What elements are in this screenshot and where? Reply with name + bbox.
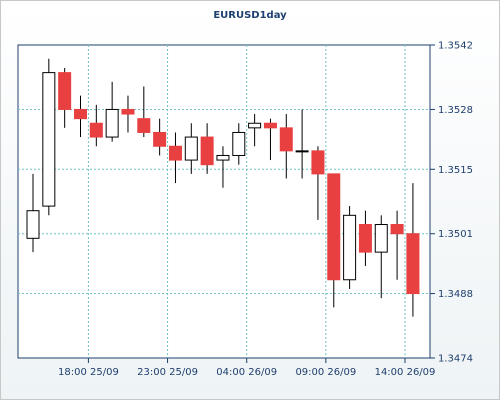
candle — [406, 183, 420, 317]
x-tick-label: 18:00 25/09 — [58, 367, 119, 378]
x-tick-label: 14:00 26/09 — [375, 367, 436, 378]
candle-body-bear — [73, 108, 87, 120]
candle — [153, 118, 167, 156]
candle — [89, 104, 103, 147]
y-tick-label: 1.3515 — [438, 165, 473, 176]
x-tick-label: 04:00 26/09 — [216, 367, 277, 378]
candle-body-bear — [168, 145, 182, 161]
candle — [358, 210, 372, 266]
chart-title: EURUSD1day — [213, 10, 287, 21]
candle — [327, 173, 341, 308]
candle-body-bull — [343, 214, 357, 281]
candle — [137, 86, 151, 138]
candle-body-bear — [311, 150, 325, 175]
candle — [216, 146, 230, 188]
candle — [248, 114, 262, 147]
candle-body-bull — [248, 122, 262, 129]
candle-body-bull — [232, 131, 246, 156]
candle-body-bear — [121, 108, 135, 115]
y-tick-label: 1.3488 — [438, 289, 473, 300]
candle-body-bear — [89, 122, 103, 138]
candle-body-bear — [263, 122, 277, 129]
y-tick-label: 1.3542 — [438, 41, 473, 52]
x-axis: 18:00 25/09 23:00 25/09 04:00 26/09 09:00 2… — [58, 358, 435, 378]
candle-body-bull — [295, 150, 309, 153]
plot-area — [17, 44, 431, 359]
y-tick-label: 1.3528 — [438, 105, 473, 116]
candle-body-bear — [58, 72, 72, 110]
candle — [374, 215, 388, 299]
candle — [121, 95, 135, 133]
x-tick-label: 23:00 25/09 — [137, 367, 198, 378]
candle-body-bull — [105, 108, 119, 138]
candle-body-bear — [390, 224, 404, 235]
candle — [73, 95, 87, 138]
candle-body-bull — [216, 154, 230, 161]
candle-body-bear — [200, 136, 214, 166]
candle-body-bull — [184, 136, 198, 161]
candle-body-bear — [358, 224, 372, 253]
candle — [311, 146, 325, 220]
candle-body-bear — [137, 118, 151, 133]
candle — [390, 210, 404, 280]
candle — [184, 123, 198, 174]
candle-body-bear — [406, 233, 420, 295]
candle — [232, 123, 246, 165]
candle-body-bull — [26, 210, 40, 239]
candle — [42, 58, 56, 216]
candle — [263, 118, 277, 161]
candle — [26, 173, 40, 253]
candle — [200, 123, 214, 174]
y-tick-label: 1.3474 — [438, 354, 473, 365]
grid — [18, 45, 430, 358]
candle — [105, 81, 119, 142]
candle — [295, 109, 309, 179]
candle-body-bear — [153, 131, 167, 147]
candle-body-bull — [42, 72, 56, 207]
x-tick-label: 09:00 26/09 — [295, 367, 356, 378]
y-axis: 1.3542 1.3528 1.3515 1.3501 1.3488 1.3474 — [430, 41, 473, 365]
candle-body-bear — [327, 173, 341, 281]
candles — [26, 58, 420, 317]
candle — [58, 68, 72, 128]
candle-body-bull — [374, 224, 388, 253]
y-tick-label: 1.3501 — [438, 229, 473, 240]
candle — [168, 132, 182, 184]
candle — [279, 114, 293, 179]
candle-body-bear — [279, 127, 293, 152]
candle — [343, 206, 357, 289]
